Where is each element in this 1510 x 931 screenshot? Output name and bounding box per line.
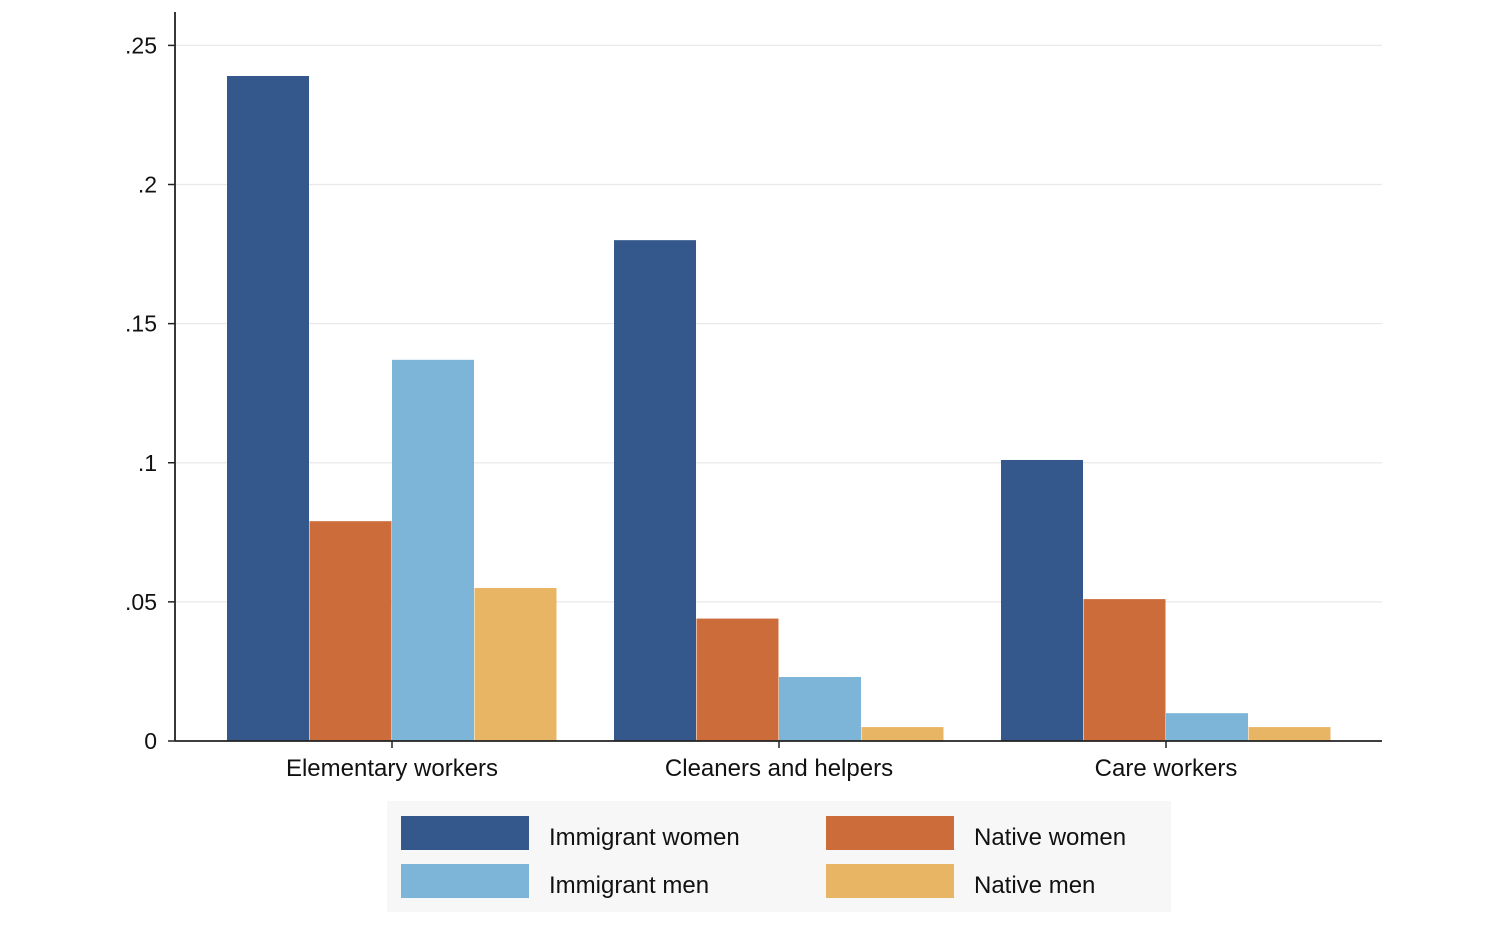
y-tick-label: .15 [125, 311, 157, 337]
legend-swatch-immigrant-men [401, 864, 529, 898]
gridlines [175, 44, 1382, 603]
legend-label-immigrant-women: Immigrant women [549, 824, 740, 851]
x-category-label: Care workers [1095, 755, 1238, 782]
bar-native-men-2 [1248, 727, 1331, 741]
y-tick-label: .1 [138, 450, 157, 476]
legend-label-native-women: Native women [974, 824, 1126, 851]
x-category-label: Elementary workers [286, 755, 498, 782]
bar-native-men-1 [861, 727, 944, 741]
bar-immigrant-women-0 [227, 75, 309, 741]
bars [227, 75, 1331, 741]
y-tick-label: .25 [125, 32, 157, 58]
y-tick-label: 0 [144, 728, 157, 754]
bar-native-women-1 [696, 618, 779, 741]
legend-swatch-native-men [826, 864, 954, 898]
legend-label-native-men: Native men [974, 872, 1095, 899]
bar-immigrant-men-0 [392, 359, 474, 741]
bar-immigrant-men-2 [1166, 713, 1248, 741]
legend-label-immigrant-men: Immigrant men [549, 872, 709, 899]
bar-immigrant-women-2 [1001, 459, 1083, 741]
x-category-label: Cleaners and helpers [665, 755, 893, 782]
bar-native-women-2 [1083, 599, 1166, 741]
axes: 0 .05 .1 .15 .2 .25 Elementary workers Cleaners… [125, 12, 1382, 782]
y-tick-label: .2 [138, 172, 157, 198]
bar-immigrant-men-1 [779, 677, 861, 741]
legend-swatch-immigrant-women [401, 816, 529, 850]
bar-immigrant-women-1 [614, 240, 696, 741]
y-tick-label: .05 [125, 589, 157, 615]
legend-swatch-native-women [826, 816, 954, 850]
bar-native-men-0 [474, 587, 557, 741]
bar-native-women-0 [309, 521, 392, 741]
legend: Immigrant women Native women Immigrant men… [387, 801, 1171, 912]
